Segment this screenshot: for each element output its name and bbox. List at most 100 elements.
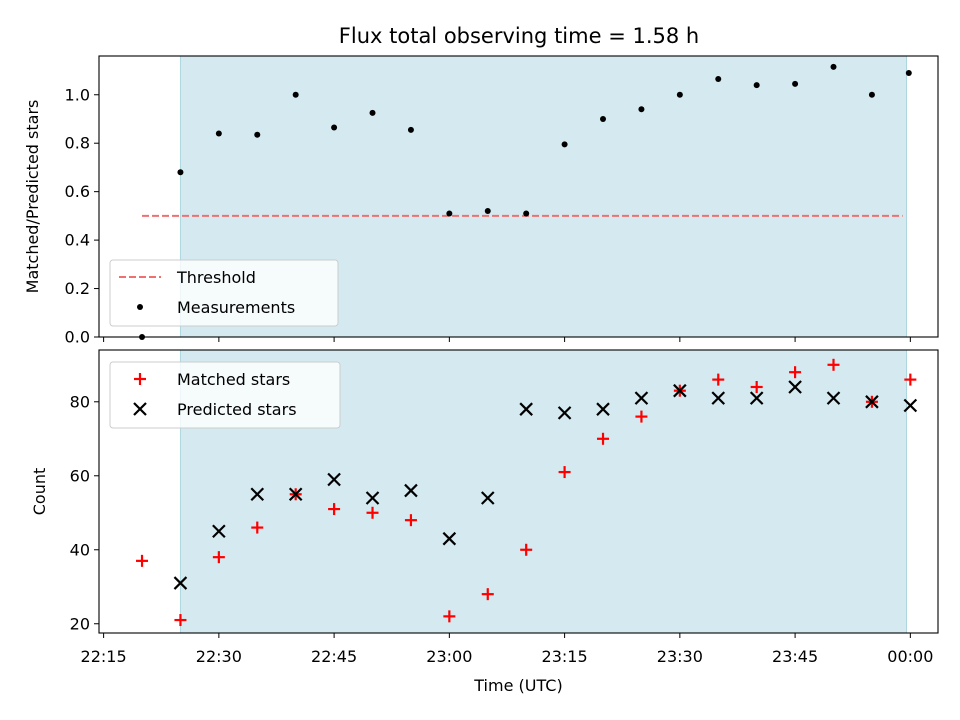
matched-star-point [366, 506, 379, 519]
measurement-point [177, 169, 184, 176]
legend-item: Measurements [137, 298, 295, 317]
x-tick-label: 22:45 [311, 647, 357, 666]
matched-star-point [827, 358, 840, 371]
measurement-point [753, 82, 760, 89]
x-b [365, 491, 380, 505]
x-b [788, 380, 802, 394]
y-tick-label: 40 [70, 540, 90, 559]
y-tick-label: 0.4 [65, 231, 90, 250]
y-tick-label: 0.0 [65, 328, 90, 347]
top-panel: 0.0 0.2 0.4 0.6 0.8 1.0 Matched/Predicted star… [23, 55, 939, 347]
predicted-star-point [173, 576, 188, 590]
measurement-point [638, 106, 645, 113]
x-tick-label: 00:00 [887, 647, 933, 666]
x-b [596, 402, 610, 416]
matched-star-point [558, 466, 571, 479]
measurement-point [331, 124, 338, 131]
predicted-star-point [711, 391, 726, 405]
matched-star-point [136, 554, 149, 567]
legend-label: Threshold [176, 268, 256, 287]
predicted-star-point [212, 524, 226, 539]
bottom-panel: 20 40 60 80 22:15 22:30 22:45 23:00 23:15 23:30 23… [30, 349, 939, 695]
legend-label: Predicted stars [177, 400, 297, 419]
x-axis-label: Time (UTC) [473, 676, 562, 695]
legend-measurement-swatch [137, 304, 143, 310]
matched-star-point [212, 551, 225, 564]
x-b [826, 391, 841, 405]
measurement-point [446, 210, 453, 217]
measurement-point [254, 131, 261, 138]
predicted-star-point [519, 402, 533, 416]
measurement-point [600, 115, 607, 122]
measurement-point [905, 69, 912, 76]
x-b [903, 398, 918, 413]
legend-item: Predicted stars [133, 400, 297, 419]
measurement-point [292, 91, 299, 98]
predicted-star-point [442, 531, 457, 546]
x-b [673, 383, 687, 398]
predicted-star-point [250, 487, 265, 502]
legend-box [109, 361, 341, 429]
measurement-point [407, 126, 414, 133]
matched-star-point [750, 380, 763, 393]
matched-star-point [712, 373, 725, 386]
measurement-point [561, 141, 568, 148]
measurement-point [792, 80, 799, 87]
y-tick-label: 0.2 [65, 279, 90, 298]
matched-star-point [251, 521, 264, 534]
predicted-star-point [749, 391, 764, 405]
x-b [173, 576, 188, 590]
predicted-star-point [788, 380, 802, 394]
measurement-point [215, 130, 222, 137]
matched-star-point [328, 503, 341, 516]
y-tick-label: 80 [70, 392, 90, 411]
x-tick-label: 22:30 [196, 647, 242, 666]
x-b [288, 487, 303, 502]
legend-item: Threshold [119, 268, 256, 287]
y-tick-label: 20 [70, 614, 90, 633]
measurement-point [369, 109, 376, 116]
matched-star-point [597, 432, 610, 445]
legend-label: Matched stars [177, 370, 290, 389]
axes-frame [98, 349, 939, 634]
x-tick-label: 23:30 [657, 647, 703, 666]
measurement-point [484, 208, 491, 215]
x-b [404, 483, 418, 498]
x-tick-label: 23:15 [542, 647, 588, 666]
matched-star-point [481, 588, 494, 601]
x-b [442, 531, 457, 546]
x-b [749, 391, 764, 405]
matched-star-point [520, 543, 533, 556]
predicted-star-point [365, 491, 380, 505]
y-tick-label: 0.8 [65, 134, 90, 153]
predicted-star-point [327, 472, 341, 487]
x-b [865, 395, 879, 409]
x-b [480, 491, 495, 505]
measurement-point [868, 91, 875, 98]
predicted-star-point [480, 491, 495, 505]
x-b [634, 391, 649, 405]
legend-x-b [133, 402, 147, 416]
x-tick-label: 22:15 [81, 647, 127, 666]
x-tick-label: 23:45 [772, 647, 818, 666]
predicted-star-point [404, 483, 418, 498]
x-tick-label: 23:00 [426, 647, 472, 666]
y-tick-label: 60 [70, 466, 90, 485]
matched-star-point [635, 410, 648, 423]
measurement-point [830, 63, 837, 70]
predicted-star-point [673, 383, 687, 398]
measurement-point [676, 91, 683, 98]
predicted-star-point [903, 398, 918, 413]
legend-label: Measurements [177, 298, 295, 317]
legend-item: Matched stars [134, 370, 290, 389]
top-legend: Threshold Measurements [109, 259, 339, 327]
axes-frame [98, 55, 939, 338]
chart-title: Flux total observing time = 1.58 h [339, 24, 699, 48]
matched-star-point [404, 514, 417, 527]
y-tick-label: 0.6 [65, 182, 90, 201]
x-b [519, 402, 533, 416]
predicted-star-point [865, 395, 879, 409]
matched-star-point [789, 366, 802, 379]
y-tick-label: 1.0 [65, 85, 90, 104]
